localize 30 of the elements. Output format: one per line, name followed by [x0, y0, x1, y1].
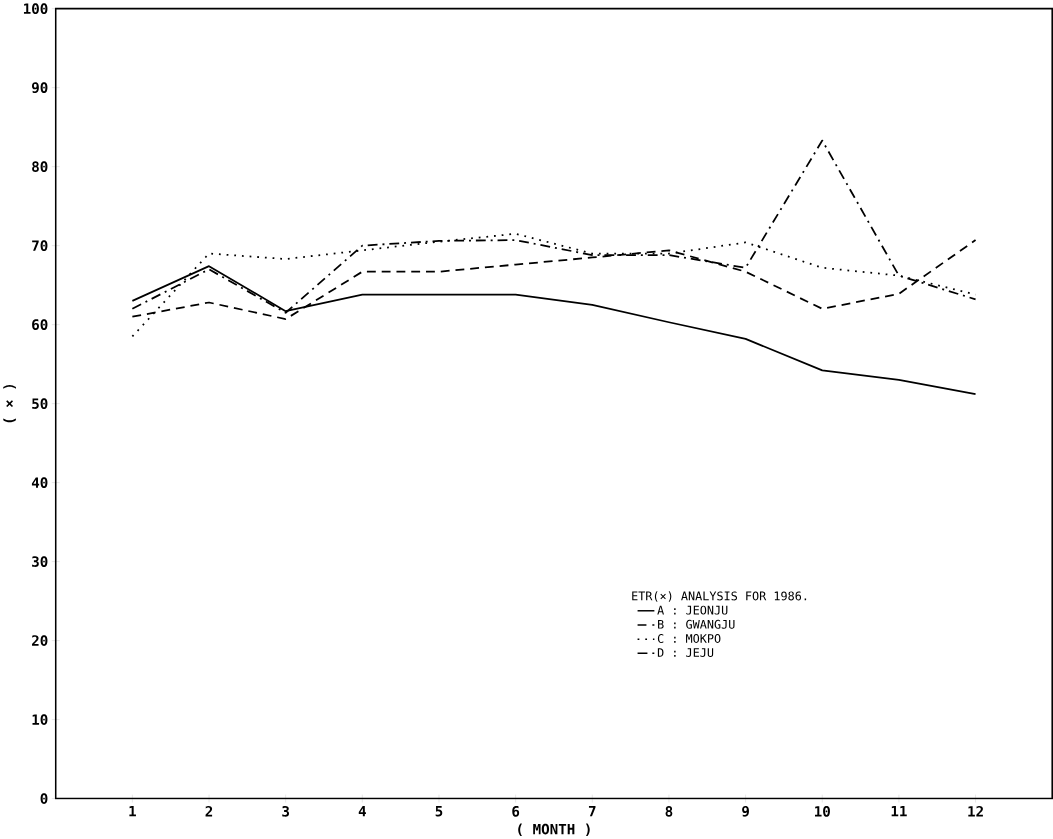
- legend-label: C : MOKPO: [657, 633, 721, 643]
- x-tick-label: 1: [129, 805, 136, 817]
- x-tick-label: 4: [358, 805, 366, 817]
- legend-label: A : JEONJU: [657, 605, 728, 615]
- x-tick-label: 2: [205, 805, 213, 817]
- legend-title: ETR(×) ANALYSIS FOR 1986.: [632, 591, 807, 602]
- x-axis-title: ( MONTH ): [518, 823, 590, 836]
- x-tick-label: 3: [282, 805, 290, 817]
- legend-label: B : GWANGJU: [658, 619, 735, 629]
- y-tick-label: 50: [32, 398, 48, 409]
- legend-label: D : JEJU: [657, 648, 714, 657]
- y-axis-title: ( × ): [3, 384, 16, 423]
- y-tick-label: 0: [40, 793, 48, 804]
- x-tick-label: 6: [512, 805, 520, 817]
- y-tick-label: 100: [23, 3, 48, 14]
- x-tick-label: 8: [665, 805, 673, 817]
- y-tick-label: 40: [31, 477, 48, 488]
- y-tick-label: 60: [32, 319, 48, 330]
- x-tick-label: 10: [815, 805, 830, 817]
- y-tick-label: 30: [32, 556, 48, 567]
- y-tick-label: 90: [31, 82, 48, 93]
- x-tick-label: 11: [891, 805, 907, 817]
- x-tick-label: 5: [435, 805, 443, 817]
- y-tick-label: 20: [32, 635, 48, 646]
- y-tick-label: 80: [32, 161, 48, 172]
- y-tick-label: 70: [32, 240, 48, 251]
- y-tick-label: 10: [32, 714, 48, 725]
- x-tick-label: 12: [968, 805, 983, 817]
- x-tick-label: 7: [588, 805, 596, 817]
- x-tick-label: 9: [742, 805, 749, 817]
